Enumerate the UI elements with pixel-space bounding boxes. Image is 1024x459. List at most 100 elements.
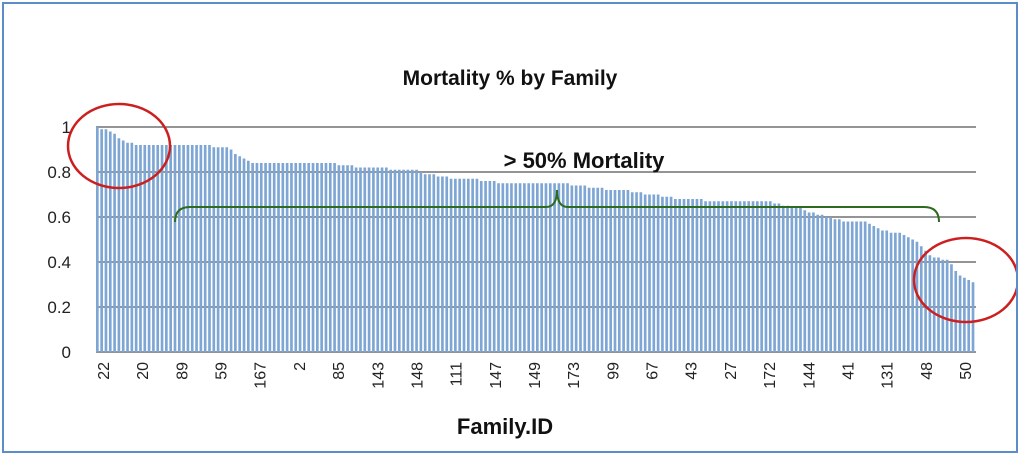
bar <box>152 145 155 352</box>
x-tick-label: 148 <box>410 362 427 389</box>
bar <box>100 129 103 352</box>
bar <box>639 192 643 352</box>
bar <box>712 201 716 352</box>
bar <box>699 199 703 352</box>
bar <box>113 133 116 352</box>
bar <box>423 174 427 352</box>
bracket-label: > 50% Mortality <box>504 148 666 173</box>
bar <box>963 277 966 352</box>
bar <box>799 208 802 352</box>
bar <box>203 145 207 352</box>
bar <box>570 185 574 352</box>
bar <box>842 221 845 352</box>
bar <box>855 221 858 352</box>
bar <box>372 167 375 352</box>
highlight-circle-left <box>66 102 172 190</box>
bar <box>466 178 470 352</box>
bar <box>160 145 164 352</box>
bar <box>514 183 518 352</box>
bar <box>385 167 388 352</box>
bar <box>941 259 945 352</box>
bar <box>730 201 733 352</box>
bar <box>225 147 229 352</box>
x-tick-label: 59 <box>214 362 231 380</box>
bar <box>760 201 763 352</box>
bar <box>462 178 466 352</box>
bar <box>881 230 884 352</box>
x-tick-label: 67 <box>645 362 662 380</box>
bar <box>281 163 285 352</box>
bar <box>216 147 220 352</box>
bar <box>596 187 600 352</box>
x-tick-label: 20 <box>135 362 152 380</box>
bar <box>816 214 820 352</box>
bar <box>415 169 418 352</box>
bar <box>674 199 677 352</box>
bar <box>790 208 794 352</box>
bar <box>298 163 302 352</box>
bar <box>311 163 315 352</box>
chart-title: Mortality % by Family <box>403 67 618 90</box>
bar <box>165 145 168 352</box>
bar <box>894 232 897 352</box>
bar <box>704 201 707 352</box>
bar <box>436 176 440 352</box>
bar <box>613 190 617 352</box>
x-tick-label: 111 <box>449 362 466 386</box>
bar <box>717 201 720 352</box>
bar <box>264 163 267 352</box>
bar <box>363 167 367 352</box>
bar <box>695 199 699 352</box>
x-tick-label: 167 <box>253 362 270 389</box>
x-tick-label: 89 <box>174 362 191 380</box>
bars <box>96 127 975 352</box>
bar <box>229 149 233 352</box>
bar <box>686 199 690 352</box>
x-tick-labels: 22 20 89 59 167 2 85 143 148 111 147 149 173 99 67 43 27… <box>96 362 975 389</box>
bar <box>738 201 742 352</box>
bar <box>410 169 414 352</box>
bar <box>807 212 811 352</box>
bar <box>536 183 539 352</box>
bar <box>186 145 190 352</box>
bar <box>859 221 863 352</box>
bar <box>190 145 194 352</box>
bar <box>130 142 134 352</box>
bar <box>932 257 936 352</box>
bar <box>587 187 591 352</box>
bar <box>825 217 828 352</box>
bar <box>605 190 608 352</box>
x-tick-label: 43 <box>684 362 701 380</box>
bar <box>885 230 889 352</box>
bar <box>756 201 759 352</box>
bar <box>212 147 216 352</box>
bar <box>458 178 462 352</box>
bar <box>967 280 971 352</box>
bar <box>182 145 185 352</box>
bar <box>117 138 121 352</box>
x-tick-label: 99 <box>605 362 622 380</box>
bar <box>553 183 556 352</box>
bar <box>397 169 401 352</box>
bar <box>540 183 543 352</box>
bar <box>341 165 345 352</box>
bar <box>445 176 449 352</box>
bar <box>380 167 384 352</box>
bar <box>777 203 781 352</box>
bar <box>104 129 108 352</box>
bar <box>294 163 298 352</box>
bar <box>238 156 242 352</box>
bar <box>592 187 595 352</box>
bar <box>432 174 436 352</box>
bar <box>781 205 785 352</box>
bar <box>350 165 354 352</box>
bar <box>950 264 953 352</box>
y-tick-label: 0.8 <box>47 163 71 182</box>
bar <box>747 201 751 352</box>
bar <box>833 219 837 352</box>
bar <box>656 194 660 352</box>
bar <box>492 181 496 352</box>
bar <box>346 165 349 352</box>
bar <box>449 178 453 352</box>
bar <box>268 163 272 352</box>
